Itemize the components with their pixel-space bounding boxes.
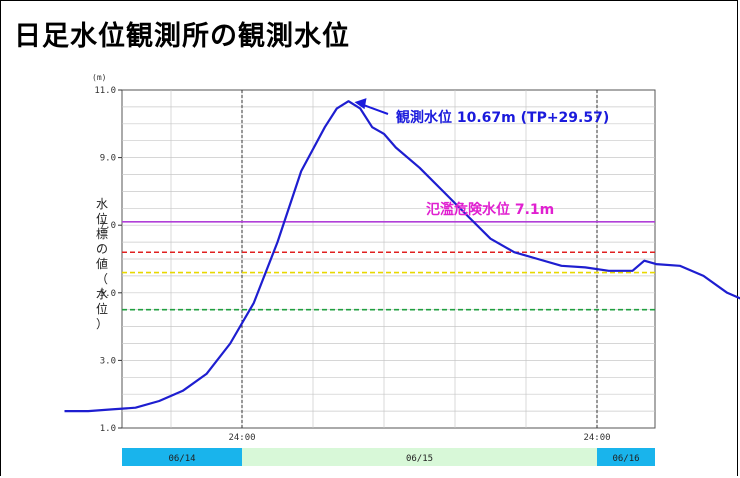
y-tick-label: 9.0	[100, 154, 116, 164]
y-axis-label-char: 値	[96, 256, 108, 271]
y-axis-label-char: 位	[96, 301, 108, 316]
y-tick-label: 1.0	[100, 424, 116, 434]
date-band-3	[597, 448, 655, 466]
date-band-2	[242, 448, 597, 466]
date-band-label: 06/16	[612, 454, 639, 464]
date-band-label: 06/15	[406, 454, 433, 464]
y-tick-label: 11.0	[94, 86, 116, 96]
y-tick-label: 3.0	[100, 356, 116, 366]
x-tick-label: 24:00	[583, 433, 610, 443]
y-tick-label: 7.0	[100, 221, 116, 231]
y-tick-label: 5.0	[100, 289, 116, 299]
y-axis-label-char: 水	[96, 287, 108, 301]
peak-annotation-arrowhead	[354, 98, 367, 110]
y-axis-label-char: 水	[96, 197, 108, 211]
date-band-label: 06/14	[168, 454, 195, 464]
y-unit-label: (m)	[92, 73, 106, 82]
peak-annotation-text: 観測水位 10.67m (TP+29.57)	[396, 109, 609, 126]
y-axis-label-char: （	[96, 272, 108, 286]
y-axis-label-char: ）	[96, 317, 108, 331]
series-line-observed-water-level	[64, 100, 740, 413]
x-tick-label: 24:00	[228, 433, 255, 443]
date-band-1	[122, 448, 242, 466]
y-axis-label-char: の	[96, 242, 108, 256]
page-title: 日足水位観測所の観測水位	[14, 21, 350, 52]
flood-danger-level-annotation: 氾濫危険水位 7.1m	[426, 201, 554, 218]
y-axis-label-char: 位	[96, 211, 108, 226]
y-axis-label-char: 標	[96, 227, 108, 241]
